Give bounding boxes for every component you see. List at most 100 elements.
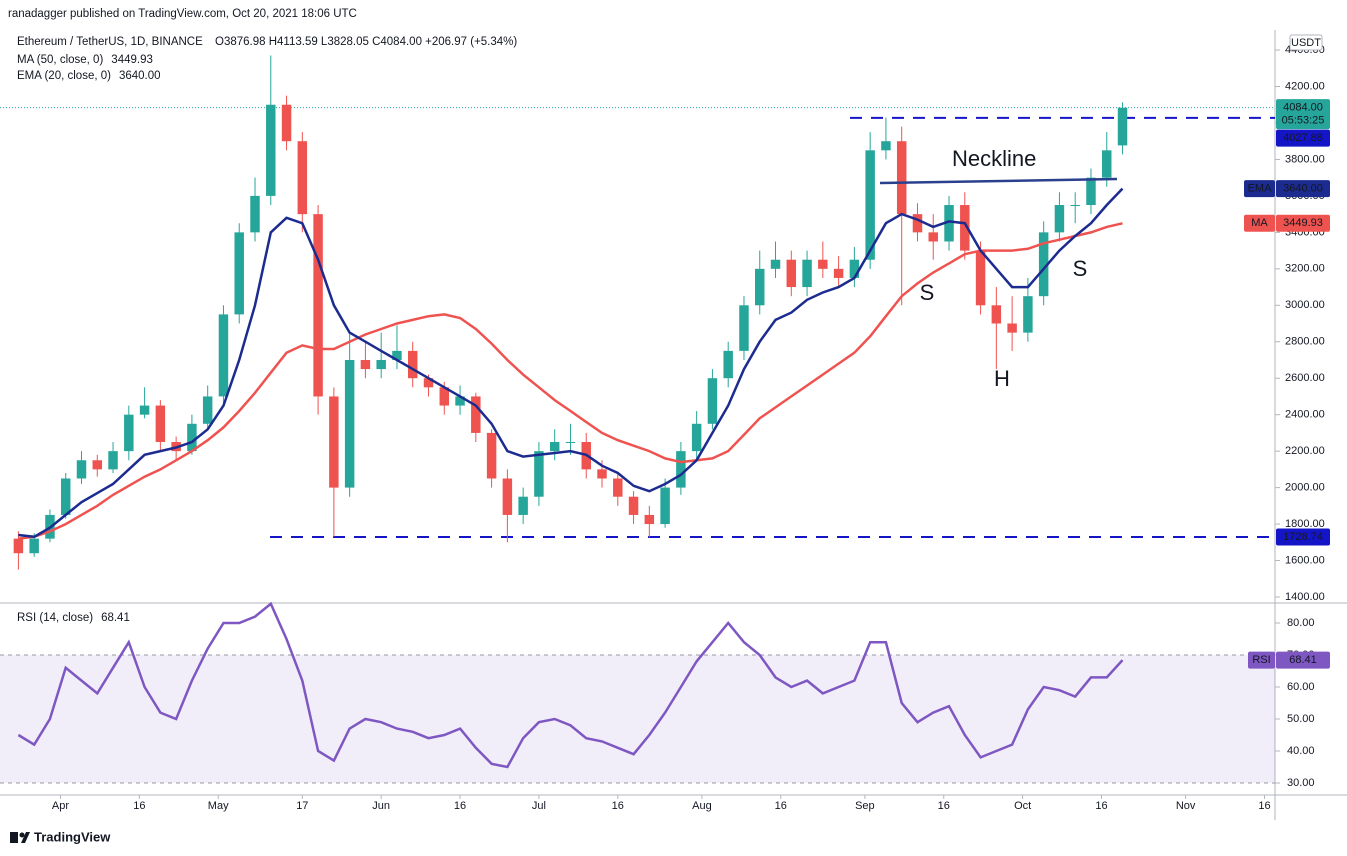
legend-name: MA (50, close, 0)	[17, 54, 103, 66]
candle-body	[1054, 205, 1065, 233]
candle-body	[1086, 177, 1096, 206]
series-line	[17, 601, 1124, 769]
candle-body	[786, 259, 797, 288]
candle-body	[644, 514, 655, 525]
x-tick-label: May	[208, 800, 229, 812]
series-tag-name-box	[1244, 180, 1275, 198]
candle-body	[187, 423, 197, 452]
candle-body	[344, 359, 355, 488]
candle-body	[76, 460, 87, 479]
price-tag-label: 4027.88	[1283, 132, 1323, 144]
candle-body	[975, 250, 986, 306]
rsi-legend-name: RSI (14, close)	[17, 612, 93, 624]
candle-body	[928, 232, 938, 242]
x-tick-label: Sep	[855, 800, 875, 812]
y-tick-label: 2600.00	[1285, 372, 1325, 384]
y-tick-label: 2800.00	[1285, 336, 1325, 348]
x-tick-label: 16	[612, 800, 624, 812]
candle-body	[439, 387, 450, 406]
series-tag-name: EMA	[1248, 183, 1273, 195]
candle-body	[250, 195, 260, 233]
y-tick-label: 1800.00	[1285, 518, 1325, 530]
candle-body	[124, 414, 134, 452]
candle-body	[218, 314, 229, 397]
price-tag-label: 68.41	[1289, 654, 1317, 666]
x-tick-label: 17	[296, 800, 308, 812]
candle-body	[912, 214, 923, 233]
candle-body	[13, 538, 24, 554]
x-tick-label: Jun	[372, 800, 390, 812]
x-tick-label: 16	[938, 800, 950, 812]
x-tick-label: Oct	[1014, 800, 1031, 812]
candle-body	[155, 405, 166, 443]
y-tick-label: 2000.00	[1285, 482, 1325, 494]
y-tick-label: 1400.00	[1285, 591, 1325, 603]
candle-body	[139, 405, 150, 415]
price-tag-label: 3640.00	[1283, 183, 1323, 195]
y-tick-label: 4200.00	[1285, 80, 1325, 92]
price-tag-label: 1728.74	[1283, 531, 1323, 543]
legend-value: 3640.00	[119, 70, 161, 82]
unit-label: USDT	[1291, 37, 1321, 49]
candle-body	[60, 478, 71, 515]
candle-body	[755, 268, 765, 306]
candle-body	[660, 487, 670, 525]
price-tag	[1276, 528, 1330, 546]
price-tag	[1276, 180, 1330, 198]
x-tick-label: Jul	[532, 800, 546, 812]
candle-body	[1070, 205, 1080, 207]
candle-body	[1007, 323, 1017, 333]
candle-body	[329, 396, 339, 488]
legend-ohlc: O3876.98 H4113.59 L3828.05 C4084.00 +206…	[215, 36, 517, 48]
candle-body	[518, 496, 528, 515]
y-tick-label: 2400.00	[1285, 409, 1325, 421]
candle-body	[360, 359, 371, 370]
candle-body	[266, 104, 276, 196]
candle-body	[676, 451, 686, 488]
candle-body	[92, 460, 102, 470]
rsi-tag-name-box	[1248, 651, 1275, 669]
candle-body	[108, 451, 118, 470]
candle-body	[486, 432, 497, 479]
annotation: S	[1073, 256, 1088, 281]
candle-body	[549, 442, 560, 452]
price-tag	[1276, 99, 1330, 130]
x-tick-label: Nov	[1176, 800, 1196, 812]
legend-name: EMA (20, close, 0)	[17, 70, 111, 82]
candle-body	[234, 232, 244, 315]
footer-brand: TradingView	[34, 829, 111, 844]
candle-body	[297, 141, 308, 215]
candle-body	[691, 423, 702, 452]
candle-body	[723, 350, 733, 379]
candle-body	[376, 359, 386, 370]
legend-value: 3449.93	[111, 54, 153, 66]
candle-body	[833, 268, 844, 278]
candle-body	[281, 104, 292, 142]
candle-body	[739, 305, 749, 351]
series-line	[18, 187, 1124, 539]
countdown-label: 05:53:25	[1282, 115, 1325, 127]
x-tick-label: 16	[454, 800, 466, 812]
candle-body	[818, 259, 828, 269]
candle-body	[597, 469, 607, 479]
candle-body	[29, 538, 39, 554]
candle-body	[1038, 232, 1049, 297]
candle-body	[865, 150, 875, 260]
annotation: H	[994, 366, 1010, 391]
candle-body	[202, 396, 213, 424]
candle-body	[1023, 296, 1033, 333]
legend-title: Ethereum / TetherUS, 1D, BINANCE	[17, 36, 203, 48]
candle-body	[502, 478, 513, 515]
candle-body	[960, 205, 970, 251]
y-tick-label: 1600.00	[1285, 554, 1325, 566]
candle-body	[849, 259, 860, 278]
candle-body	[802, 259, 812, 288]
y-tick-label: 3200.00	[1285, 263, 1325, 275]
footer-logo	[10, 832, 30, 843]
rsi-tick-label: 60.00	[1287, 681, 1315, 693]
price-tag	[1276, 129, 1330, 147]
rsi-band	[0, 655, 1275, 783]
series-line	[18, 222, 1123, 540]
